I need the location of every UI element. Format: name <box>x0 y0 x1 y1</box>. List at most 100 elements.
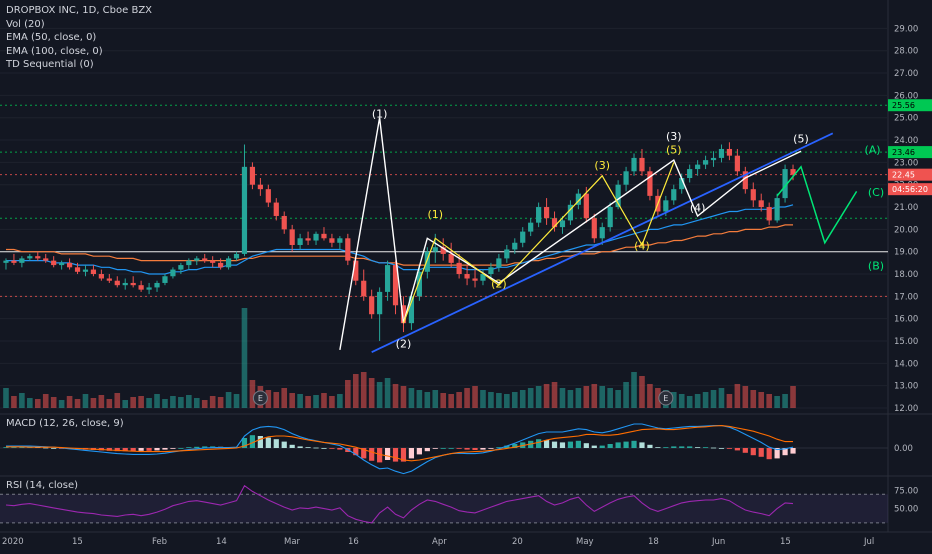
macd-histogram-bar <box>782 448 788 456</box>
macd-histogram-bar <box>289 444 295 448</box>
volume-bar <box>289 393 295 408</box>
candle-body <box>289 229 295 245</box>
candle-body <box>774 198 780 221</box>
macd-histogram-bar <box>591 445 597 448</box>
volume-bar <box>583 386 590 408</box>
volume-bar <box>774 396 780 408</box>
volume-bar <box>11 396 17 408</box>
y-tick-label: 29.00 <box>894 24 918 34</box>
candle-body <box>59 262 65 266</box>
candle-body <box>472 278 478 281</box>
volume-bar <box>726 394 733 408</box>
candle-body <box>718 148 725 158</box>
x-tick-label: Mar <box>284 537 301 547</box>
volume-bar <box>623 382 629 408</box>
macd-histogram-bar <box>679 446 685 448</box>
price-tag <box>888 146 932 159</box>
y-tick-label: 28.00 <box>894 47 918 57</box>
volume-bar <box>27 398 33 408</box>
volume-bar <box>432 390 439 408</box>
volume-bar <box>3 388 9 408</box>
macd-histogram-bar <box>257 436 263 448</box>
macd-histogram-bar <box>671 446 677 448</box>
macd-histogram-bar <box>504 445 510 448</box>
price-tag-label: 23.46 <box>892 148 915 157</box>
volume-bar <box>66 396 73 408</box>
volume-bar <box>368 378 375 408</box>
y-tick-label: 20.00 <box>894 225 918 235</box>
candle-body <box>178 265 184 270</box>
candle-body <box>663 200 669 212</box>
earnings-label: E <box>663 394 668 403</box>
candle-body <box>456 262 462 275</box>
volume-bar <box>655 388 661 408</box>
macd-histogram-bar <box>162 448 168 450</box>
candle-body <box>575 193 581 205</box>
macd-histogram-bar <box>655 447 661 448</box>
volume-bar <box>162 399 168 408</box>
volume-bar <box>678 394 685 408</box>
x-tick-label: Apr <box>432 537 447 547</box>
macd-histogram-bar <box>43 447 49 449</box>
macd-histogram-bar <box>440 448 446 449</box>
volume-bar <box>209 396 216 408</box>
macd-histogram-bar <box>448 448 454 449</box>
volume-bar <box>718 388 725 408</box>
macd-histogram-bar <box>19 447 25 448</box>
macd-histogram-bar <box>11 447 17 448</box>
volume-bar <box>766 394 772 408</box>
wave-label: (2) <box>491 277 507 290</box>
macd-line <box>6 423 794 475</box>
legend: DROPBOX INC, 1D, Cboe BZX Vol (20) EMA (… <box>6 4 152 72</box>
candle-body <box>671 189 677 201</box>
macd-histogram-bar <box>273 439 279 448</box>
macd-histogram-bar <box>321 448 327 449</box>
volume-bar <box>480 390 486 408</box>
projection-abc <box>776 165 858 245</box>
candle-body <box>162 276 168 283</box>
macd-histogram-bar <box>631 440 637 448</box>
volume-bar <box>400 386 407 408</box>
trend-line <box>371 132 834 353</box>
earnings-label: E <box>258 394 263 403</box>
ema100-line <box>6 224 793 266</box>
volume-bar <box>297 394 303 408</box>
volume-bar <box>42 394 49 408</box>
macd-histogram-bar <box>639 442 645 448</box>
candle-body <box>130 282 136 286</box>
ema50-line <box>6 204 794 275</box>
macd-histogram-bar <box>202 446 208 448</box>
macd-histogram-bar <box>583 443 589 448</box>
volume-bar <box>376 382 383 408</box>
rsi-tick-label: 50.00 <box>894 505 918 515</box>
volume-bar <box>519 390 526 408</box>
x-tick-label: 20 <box>512 537 523 547</box>
candle-body <box>551 218 558 228</box>
x-tick-label: 15 <box>72 537 83 547</box>
x-tick-label: 14 <box>216 537 227 547</box>
macd-histogram-bar <box>361 448 367 459</box>
candle-body <box>504 249 510 259</box>
macd-histogram-bar <box>313 447 319 449</box>
volume-bar <box>265 390 272 408</box>
macd-histogram-bar <box>51 448 57 449</box>
candle-body <box>647 171 653 196</box>
price-tag-label: 22.45 <box>892 171 915 180</box>
candle-body <box>114 280 120 286</box>
price-tag <box>888 99 932 112</box>
candle-body <box>758 200 764 208</box>
volume-bar <box>504 394 510 408</box>
volume-bar <box>34 399 41 408</box>
macd-histogram-bar <box>456 448 462 449</box>
macd-histogram-bar <box>154 448 160 451</box>
macd-histogram-bar <box>146 448 152 451</box>
macd-histogram-bar <box>432 448 438 449</box>
candle-body <box>416 271 422 297</box>
candle-body <box>496 258 502 268</box>
volume-bar <box>686 396 693 408</box>
macd-histogram-bar <box>734 448 740 451</box>
elliott-wave-white <box>339 117 802 351</box>
candle-body <box>19 258 25 263</box>
